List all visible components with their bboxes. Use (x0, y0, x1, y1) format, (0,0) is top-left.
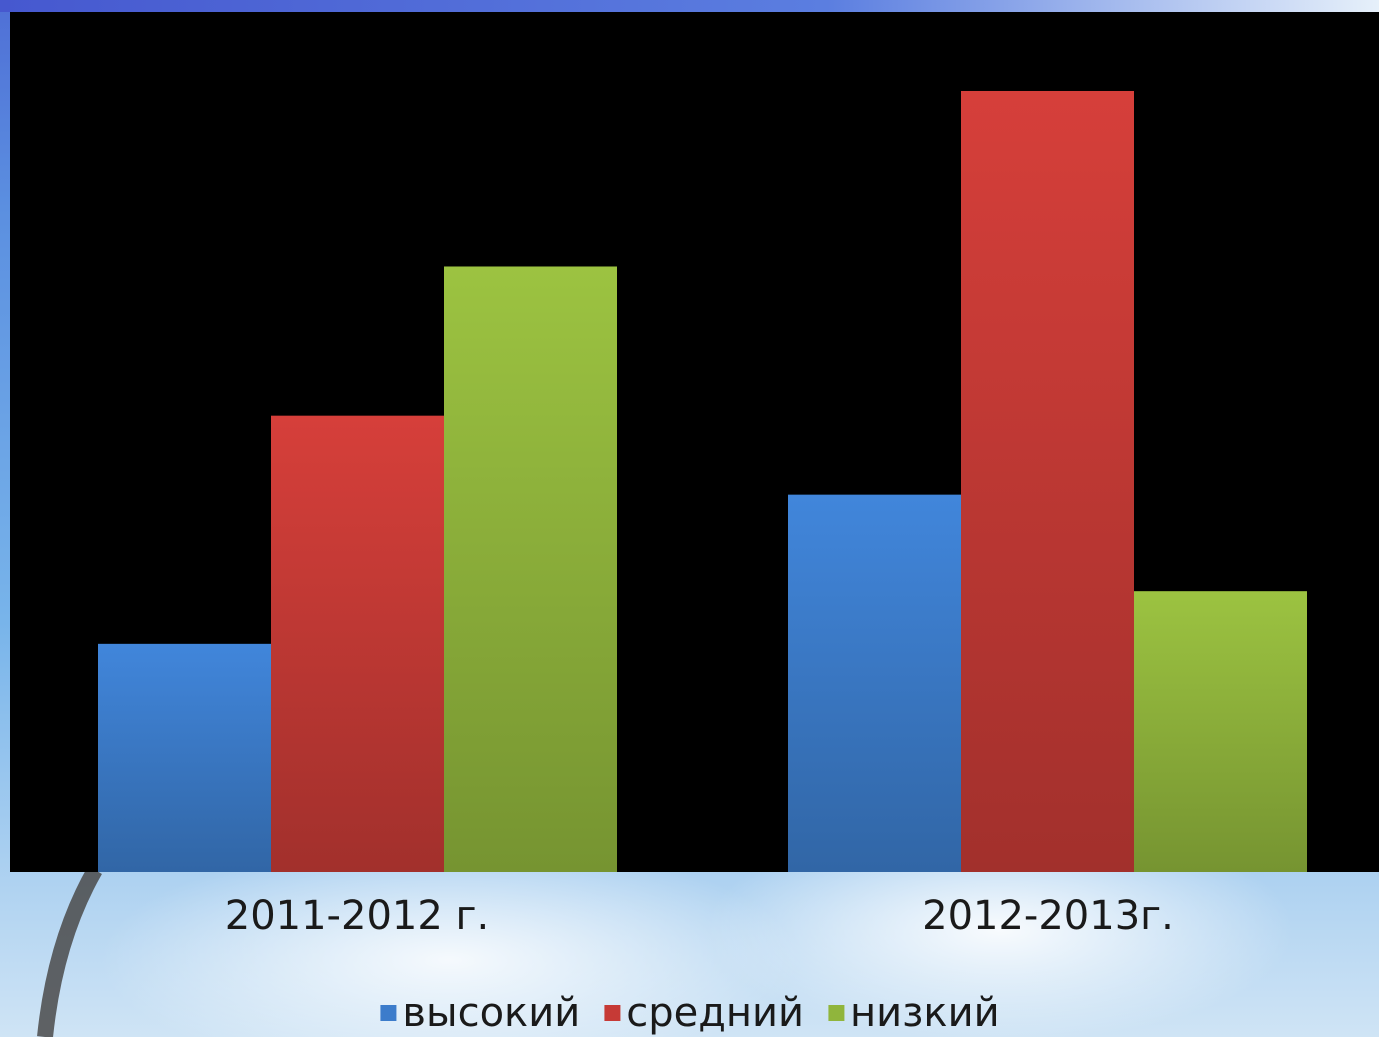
chart-legend: высокий средний низкий (368, 990, 1011, 1036)
bar-medium-1 (961, 90, 1134, 872)
bar-medium-0 (271, 415, 444, 872)
bar-high-1 (788, 494, 961, 872)
x-tick-label-1: 2012-2013г. (922, 893, 1174, 939)
legend-swatch-medium (604, 1005, 621, 1021)
legend-item-low: низкий (828, 990, 1000, 1036)
slide-top-band (0, 0, 1379, 12)
bar-low-1 (1134, 591, 1307, 872)
legend-swatch-low (828, 1005, 844, 1021)
x-tick-label-0: 2011-2012 г. (224, 893, 490, 939)
legend-swatch-high (380, 1005, 397, 1021)
bars-group (98, 90, 1307, 872)
legend-item-high: высокий (380, 990, 580, 1036)
legend-item-medium: средний (604, 990, 804, 1036)
legend-label-medium: средний (626, 990, 804, 1036)
bar-high-0 (98, 643, 271, 872)
legend-label-low: низкий (850, 990, 1000, 1036)
bar-low-0 (444, 266, 617, 872)
legend-label-high: высокий (402, 990, 581, 1036)
